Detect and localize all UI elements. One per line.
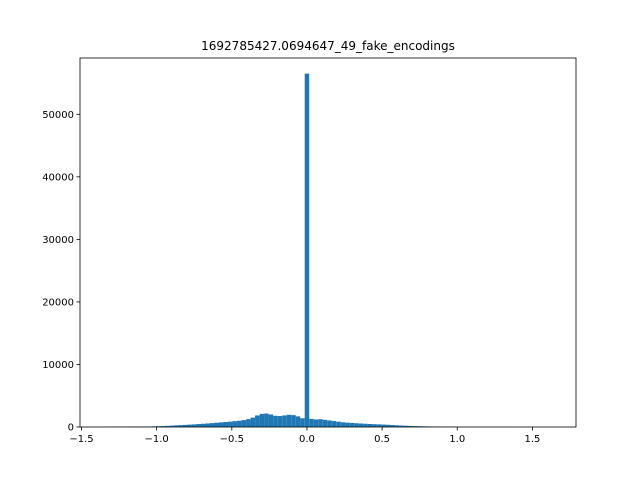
x-tick-label: 1.0 <box>449 434 465 445</box>
x-tick-label: 1.5 <box>524 434 540 445</box>
histogram-bar <box>385 424 391 427</box>
y-tick-label: 30000 <box>42 235 74 246</box>
histogram-bar <box>381 424 386 427</box>
histogram-bar <box>367 424 373 427</box>
y-tick-label: 40000 <box>42 172 74 183</box>
histogram-bar <box>291 415 296 427</box>
histogram-bar <box>399 425 404 427</box>
histogram-bar <box>196 424 201 427</box>
histogram-bar <box>313 419 319 427</box>
histogram-bar <box>282 415 287 427</box>
histogram-bar <box>255 415 260 427</box>
histogram-bar <box>300 418 305 427</box>
histogram-bar <box>273 415 278 427</box>
histogram-bar <box>390 425 395 427</box>
x-tick-label: 0.5 <box>374 434 390 445</box>
histogram-bar <box>187 424 192 427</box>
histogram-bar <box>345 422 350 427</box>
histogram-bar <box>241 420 247 427</box>
y-tick-label: 50000 <box>42 110 74 121</box>
histogram-bar <box>309 418 314 427</box>
histogram-bar <box>210 423 215 427</box>
plot-frame <box>79 57 577 428</box>
histogram-bar <box>246 419 251 427</box>
histogram-bar <box>178 425 183 427</box>
histogram-bar <box>412 426 418 427</box>
histogram-bar <box>286 414 292 427</box>
histogram-bar <box>169 425 174 427</box>
chart-title: 1692785427.0694647_49_fake_encodings <box>201 39 455 53</box>
histogram-bar <box>237 420 242 427</box>
histogram-bar <box>205 423 211 427</box>
x-tick-label: −0.5 <box>220 434 244 445</box>
histogram-bar <box>232 421 238 427</box>
histogram-bar <box>340 422 346 427</box>
histogram-bar <box>322 419 328 427</box>
y-tick-label: 0 <box>68 423 74 434</box>
histogram-bar <box>318 419 323 427</box>
histogram-bar <box>191 424 197 427</box>
histogram-bar <box>372 424 377 427</box>
histogram-bar <box>277 416 283 427</box>
histogram-bar <box>228 421 233 427</box>
histogram-bar <box>214 422 220 427</box>
histogram-bar <box>354 423 359 427</box>
histogram-bar <box>358 423 364 427</box>
histogram-bar <box>336 421 341 427</box>
histogram-bar <box>250 417 256 427</box>
histogram-bar <box>376 424 382 427</box>
histogram-bar <box>403 425 409 427</box>
histogram-bar <box>363 423 368 427</box>
histogram-bar <box>304 73 310 427</box>
histogram-bar <box>295 416 301 427</box>
histogram-bar <box>327 420 332 427</box>
histogram-bar <box>417 426 422 427</box>
histogram-bar <box>349 422 355 427</box>
x-tick-label: −1.5 <box>69 434 93 445</box>
histogram-bar <box>268 414 274 427</box>
x-tick-label: 0.0 <box>299 434 315 445</box>
y-tick-label: 10000 <box>42 360 74 371</box>
histogram-bar <box>394 425 400 427</box>
histogram-bar <box>173 425 179 427</box>
histogram-bar <box>182 424 188 427</box>
histogram-bar <box>223 422 229 427</box>
histogram-bar <box>200 423 206 427</box>
histogram-bar <box>264 413 269 427</box>
x-tick-label: −1.0 <box>145 434 169 445</box>
histogram-bar <box>164 425 170 427</box>
axes-group: −1.5 −1.0 −0.5 0.0 0.5 1.0 1.5 0 10000 20000 30000… <box>42 57 577 445</box>
histogram-bar <box>160 426 165 427</box>
histogram-bar <box>331 421 337 427</box>
histogram-bar <box>259 413 265 427</box>
histogram-bar <box>219 422 224 427</box>
bars-group <box>83 73 553 427</box>
y-tick-label: 20000 <box>42 297 74 308</box>
histogram-bar <box>408 425 413 427</box>
